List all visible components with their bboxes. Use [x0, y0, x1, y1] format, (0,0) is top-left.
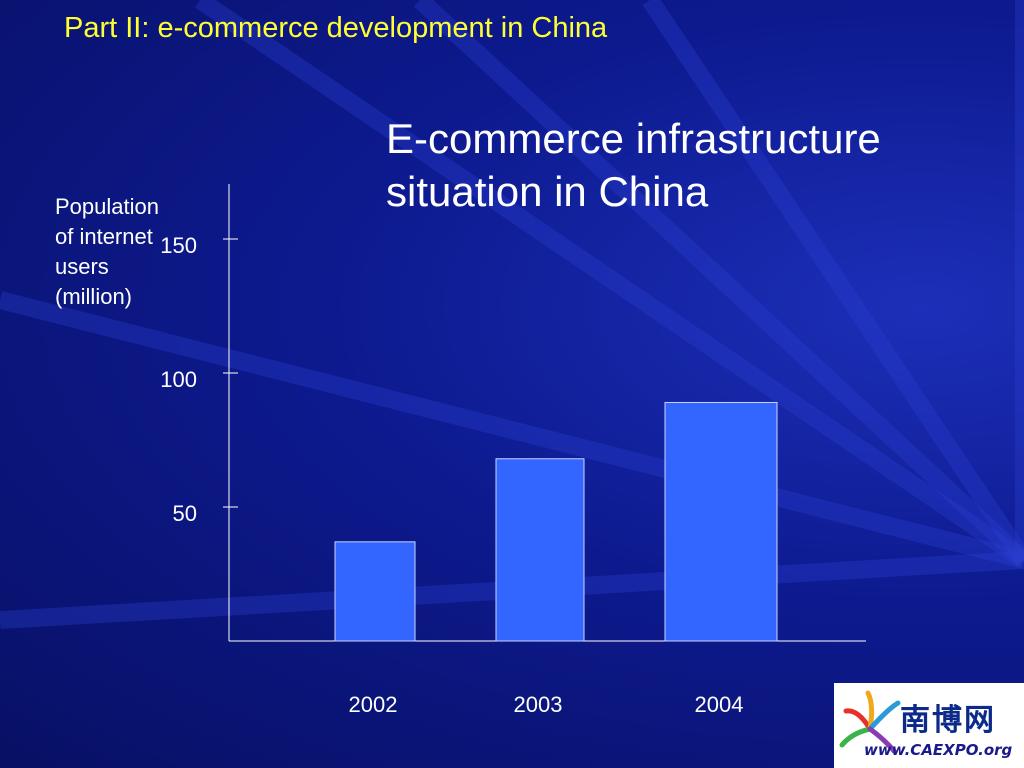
logo-name: 南博网	[900, 703, 996, 738]
bar-2004	[664, 401, 778, 642]
section-header: Part II: e-commerce development in China	[64, 12, 608, 44]
slide-title: E-commerce infrastructure situation in C…	[386, 112, 966, 218]
y-axis-label-line-4: (million)	[55, 284, 132, 309]
y-axis-label-line-2: of internet	[55, 224, 153, 249]
slide-title-line-1: E-commerce infrastructure	[386, 115, 881, 162]
x-tick-label: 2004	[695, 692, 744, 717]
bar-2003	[495, 458, 585, 642]
logo-url: www.CAEXPO.org	[864, 741, 1013, 759]
caexpo-logo: 南博网 www.CAEXPO.org	[834, 683, 1024, 768]
x-tick-label: 2002	[349, 692, 398, 717]
y-axis-label: Population of internet users (million)	[55, 192, 185, 312]
y-tick-label: 50	[173, 501, 197, 526]
x-tick-label: 2003	[514, 692, 563, 717]
y-axis-label-line-3: users	[55, 254, 109, 279]
logo-mark-icon	[839, 690, 901, 754]
y-tick-label: 100	[160, 367, 197, 392]
bar-2002	[334, 541, 416, 642]
slide-title-line-2: situation in China	[386, 168, 709, 215]
y-tick-label: 150	[160, 233, 197, 258]
y-axis-label-line-1: Population	[55, 194, 159, 219]
